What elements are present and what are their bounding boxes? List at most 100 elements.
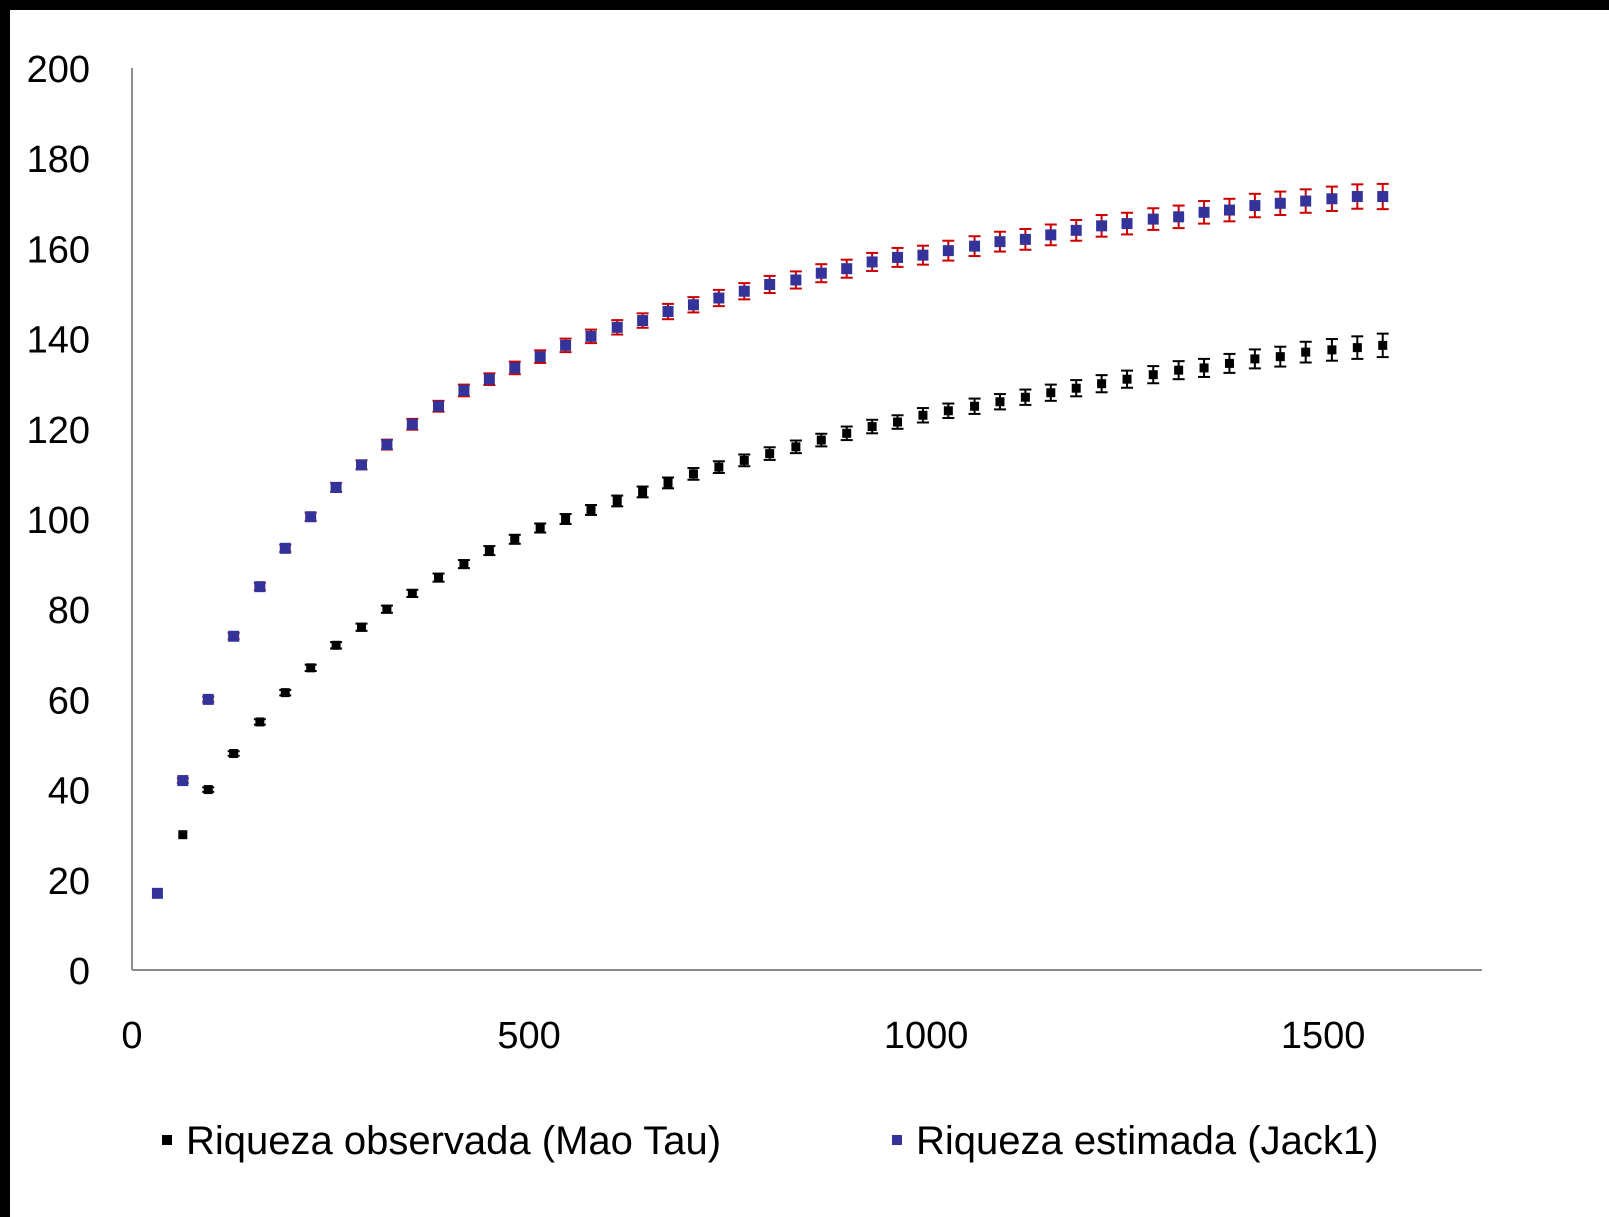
data-point <box>1071 383 1081 393</box>
data-point <box>612 496 622 506</box>
data-point <box>534 351 546 363</box>
data-point <box>330 481 342 493</box>
data-point <box>1096 220 1108 232</box>
data-point <box>688 469 698 479</box>
data-point <box>585 330 597 342</box>
y-tick-label: 160 <box>27 229 90 271</box>
data-point <box>687 299 699 311</box>
data-point <box>1301 347 1311 357</box>
data-point <box>970 401 980 411</box>
y-tick-label: 140 <box>27 320 90 362</box>
data-point <box>866 256 878 268</box>
data-point <box>151 887 163 899</box>
data-point <box>738 285 750 297</box>
x-tick-label: 500 <box>497 1015 560 1057</box>
data-point <box>1045 229 1057 241</box>
data-point <box>561 514 571 524</box>
data-point <box>254 581 266 593</box>
data-point <box>1224 358 1234 368</box>
y-tick-label: 20 <box>48 861 90 903</box>
chart-container: 0 20 40 60 80 100 120 140 160 180 200 0 500 1000 1500… <box>10 10 1609 1217</box>
data-point <box>1199 363 1209 373</box>
legend-marker <box>892 1135 902 1145</box>
data-point <box>969 240 981 252</box>
legend-label: Riqueza observada (Mao Tau) <box>186 1119 721 1163</box>
data-point <box>1121 218 1133 230</box>
data-point <box>560 339 572 351</box>
data-point <box>918 410 928 420</box>
data-point <box>662 306 674 318</box>
data-point <box>356 459 367 471</box>
data-point <box>177 775 189 787</box>
y-tick-label: 200 <box>27 49 90 91</box>
x-tick-label: 0 <box>121 1015 142 1057</box>
data-point <box>1250 354 1260 364</box>
y-tick-label: 40 <box>48 771 90 813</box>
data-point <box>407 588 417 598</box>
series-estimated <box>151 182 1389 899</box>
data-point <box>714 462 724 472</box>
data-point <box>842 428 852 438</box>
scatter-chart: 0 20 40 60 80 100 120 140 160 180 200 0 500 1000 1500… <box>27 49 1482 1163</box>
data-point <box>178 830 188 840</box>
data-point <box>458 384 470 396</box>
data-point <box>279 542 291 554</box>
data-point <box>765 449 775 459</box>
data-point <box>382 604 392 614</box>
x-tick-label: 1500 <box>1281 1015 1366 1057</box>
data-point <box>459 559 469 569</box>
x-tick-labels: 0 500 1000 1500 <box>121 1015 1365 1057</box>
data-point <box>510 534 520 544</box>
data-point <box>1377 191 1389 203</box>
data-point <box>892 251 904 263</box>
data-point <box>1020 392 1030 402</box>
y-tick-label: 180 <box>27 139 90 181</box>
data-point <box>228 630 240 642</box>
y-tick-label: 100 <box>27 500 90 542</box>
data-point <box>203 785 213 795</box>
legend-item: Riqueza estimada (Jack1) <box>892 1119 1378 1163</box>
y-tick-labels: 0 20 40 60 80 100 120 140 160 180 200 <box>27 49 90 993</box>
data-point <box>1070 224 1082 236</box>
data-point <box>713 292 725 304</box>
data-point <box>815 267 827 279</box>
data-point <box>1122 374 1132 384</box>
data-point <box>638 487 648 497</box>
data-point <box>1173 211 1185 223</box>
data-point <box>1378 340 1388 350</box>
data-point <box>434 573 444 583</box>
data-point <box>637 315 649 327</box>
data-point <box>816 435 826 445</box>
data-point <box>1249 200 1261 212</box>
data-point <box>381 439 393 451</box>
data-point <box>867 422 877 432</box>
x-tick-label: 1000 <box>884 1015 969 1057</box>
y-tick-label: 80 <box>48 590 90 632</box>
data-point <box>1097 379 1107 389</box>
data-point <box>942 245 954 257</box>
data-point <box>790 274 802 286</box>
legend-item: Riqueza observada (Mao Tau) <box>162 1119 721 1163</box>
data-point <box>1275 352 1285 362</box>
data-point <box>893 417 903 427</box>
data-point <box>1198 206 1210 218</box>
data-point <box>764 278 776 290</box>
data-point <box>229 749 239 759</box>
legend-label: Riqueza estimada (Jack1) <box>916 1119 1378 1163</box>
data-point <box>1019 233 1031 245</box>
y-tick-label: 0 <box>69 951 90 993</box>
data-point <box>1147 213 1159 225</box>
data-point <box>586 505 596 515</box>
data-point <box>1352 343 1362 353</box>
y-tick-label: 120 <box>27 410 90 452</box>
data-point <box>433 400 445 412</box>
data-point <box>1300 195 1312 207</box>
data-point <box>1046 388 1056 398</box>
data-point <box>484 546 494 556</box>
data-point <box>535 523 545 533</box>
data-point <box>1274 197 1286 209</box>
data-point <box>202 693 214 705</box>
data-point <box>357 622 366 632</box>
data-point <box>483 373 495 385</box>
data-point <box>791 442 801 452</box>
